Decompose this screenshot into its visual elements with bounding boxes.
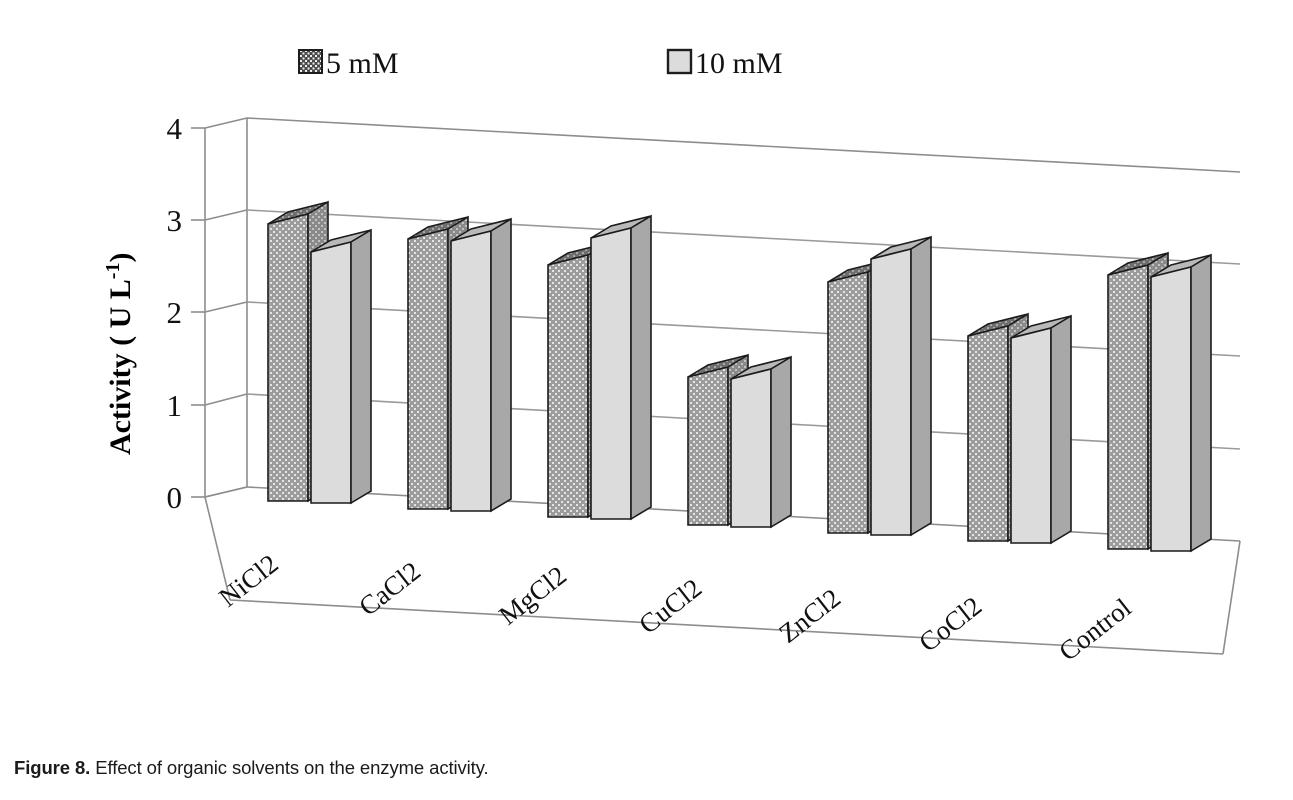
figure-caption: Figure 8. Effect of organic solvents on … [14, 757, 1274, 779]
figure-caption-label: Figure 8. [14, 757, 91, 778]
y-axis-title-close: ) [104, 253, 137, 263]
y-tick-0: 0 [167, 480, 183, 515]
legend-swatch-5mm-icon [298, 49, 323, 74]
legend-item-10mm: 10 mM [666, 47, 783, 80]
y-axis-title-main: Activity ( U L [104, 279, 137, 455]
legend-item-5mm: 5 mM [298, 47, 399, 80]
bar-group-nicl2 [267, 200, 372, 505]
legend-swatch-10mm-icon [666, 48, 693, 75]
bar-group-cacl2 [407, 215, 512, 513]
x-label-zncl2: ZnCl2 [773, 583, 846, 649]
legend-label-5mm: 5 mM [326, 47, 399, 80]
x-label-cacl2: CaCl2 [353, 556, 426, 622]
y-axis-title: Activity ( U L-1) [102, 253, 137, 455]
bar-mgcl2-10mm [590, 214, 652, 521]
bar-group-cocl2 [967, 312, 1072, 545]
bar-group-control [1107, 251, 1212, 553]
x-label-cucl2: CuCl2 [633, 573, 707, 640]
bar-zncl2-10mm [870, 235, 932, 537]
legend-label-10mm: 10 mM [695, 47, 783, 80]
y-tick-2: 2 [167, 295, 183, 330]
bar-nicl2-10mm [310, 228, 372, 505]
bar-cucl2-10mm [730, 355, 792, 529]
bar-cocl2-10mm [1010, 314, 1072, 545]
bar-group-cucl2 [687, 353, 792, 529]
y-tick-4: 4 [167, 111, 183, 146]
y-axis-title-superscript: -1 [102, 263, 124, 280]
x-label-control: Control [1053, 592, 1136, 666]
y-tick-3: 3 [167, 203, 183, 238]
y-axis: 4 3 2 1 0 [167, 111, 248, 515]
bar-cacl2-10mm [450, 217, 512, 513]
figure-caption-text: Effect of organic solvents on the enzyme… [95, 757, 489, 778]
bar-group-zncl2 [827, 235, 932, 537]
bar-control-10mm [1150, 253, 1212, 553]
svg-text:Activity ( U L-1): Activity ( U L-1) [102, 253, 137, 455]
bar-group-mgcl2 [547, 214, 652, 521]
bar-chart-3d: 5 mM 10 mM [102, 47, 1241, 667]
y-tick-1: 1 [167, 388, 183, 423]
x-label-mgcl2: MgCl2 [493, 560, 572, 631]
chart-legend: 5 mM 10 mM [298, 47, 783, 80]
x-axis-labels: NiCl2 CaCl2 MgCl2 CuCl2 ZnCl2 CoCl2 Cont… [213, 548, 1136, 666]
x-label-cocl2: CoCl2 [913, 591, 987, 658]
